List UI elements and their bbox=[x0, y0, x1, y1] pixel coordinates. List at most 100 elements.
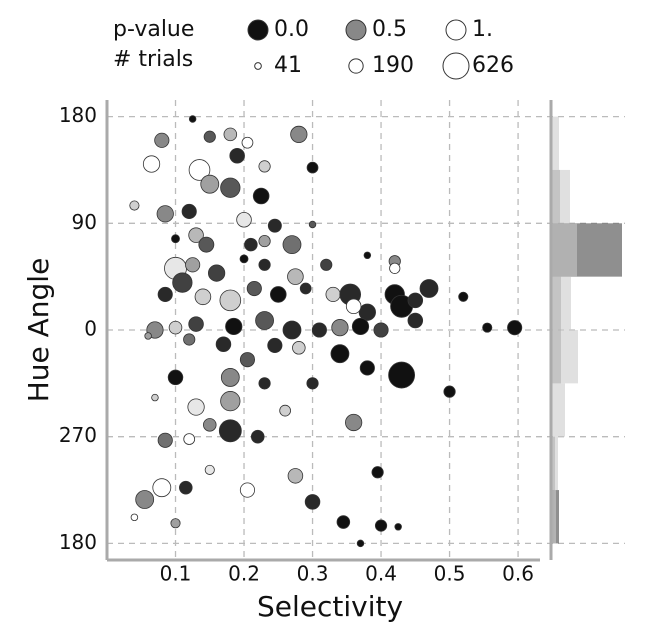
y-tick-label: 180 bbox=[59, 103, 97, 127]
bubble bbox=[258, 160, 271, 173]
bubble bbox=[292, 341, 306, 355]
bubble bbox=[287, 268, 304, 285]
bubble bbox=[345, 413, 363, 432]
bubble bbox=[304, 494, 321, 510]
x-tick-label: 0.6 bbox=[502, 562, 534, 586]
bubble bbox=[188, 227, 204, 243]
hist-bar bbox=[551, 116, 559, 170]
legend-color-title: p-value bbox=[113, 17, 194, 42]
y-tick-label: 270 bbox=[59, 423, 97, 447]
bubble bbox=[239, 254, 249, 264]
bubble bbox=[443, 385, 456, 398]
bubble bbox=[258, 234, 271, 248]
bubble bbox=[345, 298, 362, 315]
bubble bbox=[374, 519, 388, 532]
bubble bbox=[194, 288, 212, 306]
bubble bbox=[270, 286, 287, 303]
bubble bbox=[218, 419, 242, 443]
bubble bbox=[258, 258, 271, 271]
hist-bar bbox=[551, 330, 578, 384]
bubble bbox=[239, 352, 256, 368]
bubble bbox=[299, 282, 312, 295]
bubble bbox=[246, 280, 262, 297]
bubble bbox=[229, 147, 245, 164]
bubble bbox=[152, 478, 172, 498]
bubble bbox=[244, 237, 258, 252]
bubble bbox=[204, 464, 215, 475]
bubble bbox=[458, 291, 469, 302]
bubble bbox=[252, 187, 270, 205]
bubble bbox=[330, 344, 350, 364]
bubble bbox=[320, 258, 333, 271]
x-axis-label: Selectivity bbox=[257, 590, 403, 623]
y-axis-label: Hue Angle bbox=[22, 258, 55, 403]
bubble bbox=[220, 177, 241, 198]
bubble bbox=[407, 312, 424, 329]
y-tick-label: 90 bbox=[72, 210, 97, 234]
legend-size-swatch bbox=[348, 58, 364, 74]
bubble bbox=[188, 159, 211, 181]
bubble bbox=[179, 480, 193, 495]
x-tick-label: 0.2 bbox=[228, 562, 260, 586]
bubble bbox=[181, 203, 197, 220]
y-tick-label: 180 bbox=[59, 530, 97, 554]
bubble bbox=[482, 322, 493, 333]
bubble bbox=[168, 320, 183, 335]
marks bbox=[129, 115, 622, 548]
bubble bbox=[157, 432, 173, 448]
bubble bbox=[185, 257, 201, 273]
hist-bar bbox=[551, 276, 571, 330]
bubble bbox=[267, 218, 282, 233]
bubble bbox=[282, 320, 302, 340]
bubble bbox=[200, 174, 220, 194]
bubble bbox=[215, 336, 232, 352]
legend-color-label: 0.5 bbox=[372, 17, 407, 42]
hist-bar bbox=[551, 223, 577, 277]
hist-bar bbox=[551, 169, 570, 224]
bubble bbox=[157, 286, 173, 302]
legend-color-swatch bbox=[445, 19, 467, 41]
legend-color-label: 0.0 bbox=[274, 17, 309, 42]
bubble bbox=[223, 127, 238, 142]
bubble bbox=[287, 468, 304, 484]
bubble bbox=[183, 433, 196, 445]
y-tick-label: 0 bbox=[84, 317, 97, 341]
bubble bbox=[388, 361, 416, 389]
bubble bbox=[306, 161, 319, 174]
hist-bar bbox=[551, 436, 558, 491]
bubble bbox=[225, 317, 243, 336]
bubble bbox=[241, 136, 254, 149]
bubble bbox=[203, 130, 216, 143]
bubble bbox=[188, 115, 197, 123]
x-tick-label: 0.4 bbox=[365, 562, 397, 586]
legend-color-swatch bbox=[345, 19, 367, 41]
legend-size-title: # trials bbox=[113, 47, 193, 72]
bubble bbox=[183, 333, 196, 346]
bubble bbox=[373, 322, 389, 338]
bubble bbox=[170, 518, 181, 529]
bubble bbox=[325, 286, 341, 302]
bubble bbox=[258, 377, 271, 390]
bubble bbox=[151, 393, 159, 402]
bubble bbox=[363, 251, 372, 260]
bubble bbox=[336, 515, 351, 529]
bubble bbox=[306, 377, 319, 390]
bubble bbox=[279, 404, 291, 417]
bubble bbox=[290, 125, 308, 143]
bubble bbox=[130, 513, 139, 522]
legend-size-label: 626 bbox=[472, 53, 514, 78]
bubble bbox=[135, 490, 155, 509]
bubble bbox=[407, 292, 424, 309]
bubble bbox=[389, 262, 401, 274]
bubble bbox=[154, 132, 170, 148]
bubble bbox=[172, 272, 193, 293]
x-tick-label: 0.3 bbox=[297, 562, 329, 586]
bubble bbox=[331, 319, 349, 337]
bubble bbox=[239, 482, 256, 498]
legend-size-swatch bbox=[254, 62, 262, 70]
hist-bar bbox=[551, 490, 556, 544]
bubble bbox=[359, 360, 375, 376]
bubble bbox=[129, 200, 140, 211]
legend-size-label: 190 bbox=[372, 53, 414, 78]
bubble bbox=[208, 264, 226, 282]
